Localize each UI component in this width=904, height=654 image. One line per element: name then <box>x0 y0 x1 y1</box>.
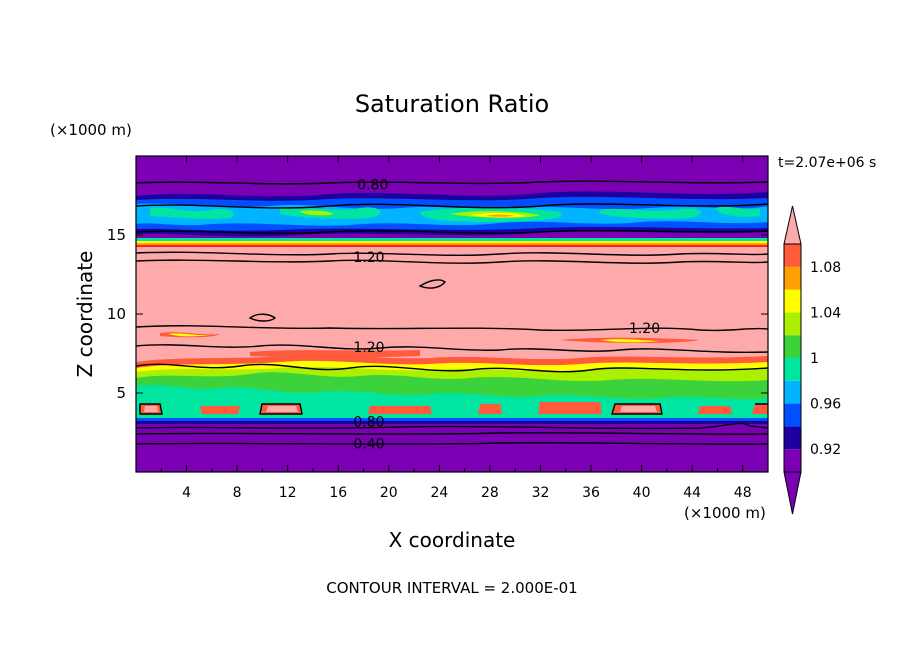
x-tick-label: 12 <box>279 485 297 501</box>
x-axis-ticks: 4 8 12 16 20 24 28 32 36 40 44 48 <box>160 156 752 501</box>
contour-line <box>418 279 446 289</box>
x-tick-label: 44 <box>683 485 701 501</box>
colorbar-segment <box>784 403 801 427</box>
mid-red-streak <box>160 332 700 358</box>
x-tick-label: 16 <box>329 485 347 501</box>
colorbar-frame <box>783 243 802 473</box>
colorbar-label: 0.96 <box>810 397 841 413</box>
cloud-base-blue <box>136 418 768 422</box>
colorbar-label: 1 <box>810 351 819 367</box>
colorbar-under-arrow <box>783 471 802 515</box>
contour-line <box>136 229 768 234</box>
contour-line <box>136 251 768 256</box>
colorbar-segment <box>784 358 801 381</box>
contour-label: 0.40 <box>353 437 384 453</box>
colorbar-label: 1.04 <box>810 305 841 321</box>
z-tick-label: 15 <box>107 226 126 244</box>
z-tick-label: 10 <box>107 305 126 323</box>
contour-label: 0.80 <box>353 414 384 430</box>
time-label: t=2.07e+06 s <box>778 155 876 171</box>
contour-label: 1.20 <box>353 250 384 266</box>
tropopause-red <box>136 245 768 247</box>
contour-line <box>136 344 768 353</box>
contour-label: 1.20 <box>353 340 384 356</box>
chart-title: Saturation Ratio <box>355 90 549 118</box>
contour-line <box>136 432 768 435</box>
colorbar-segment <box>784 312 801 336</box>
colorbar-over-arrow <box>783 205 802 245</box>
tropopause-yellow <box>136 241 768 243</box>
contour-line <box>139 403 768 415</box>
y-axis-label: Z coordinate <box>73 251 97 378</box>
contour-line <box>136 363 768 373</box>
contour-line <box>136 203 768 209</box>
x-unit-label: (×1000 m) <box>684 504 766 522</box>
x-tick-label: 36 <box>582 485 600 501</box>
upper-band-orange <box>485 214 515 217</box>
contour-interval-note: CONTOUR INTERVAL = 2.000E-01 <box>326 579 577 597</box>
colorbar-segment <box>784 380 801 404</box>
contour-field: 0.80 1.20 1.20 1.20 0.80 0.40 <box>136 156 768 472</box>
contour-line <box>136 422 768 430</box>
contour-line <box>136 180 768 185</box>
z-axis-ticks: 5 10 15 <box>107 226 768 402</box>
x-axis-label: X coordinate <box>389 528 516 552</box>
colorbar: 1.08 1.04 1 0.96 0.92 <box>783 205 841 515</box>
contour-labels: 0.80 1.20 1.20 1.20 0.80 0.40 <box>353 177 660 453</box>
x-tick-label: 24 <box>430 485 448 501</box>
tropopause-green <box>136 238 768 242</box>
colorbar-segment <box>784 266 801 290</box>
z-unit-label: (×1000 m) <box>50 121 132 139</box>
contour-lines <box>136 180 768 445</box>
z-tick-label: 5 <box>116 384 126 402</box>
contour-line <box>136 259 768 264</box>
cloud-layer-pink-cells <box>144 406 657 412</box>
colorbar-segment <box>784 244 801 267</box>
colorbar-label: 0.92 <box>810 442 841 458</box>
colorbar-segment <box>784 289 801 313</box>
x-tick-label: 32 <box>532 485 550 501</box>
colorbar-segment <box>784 426 801 450</box>
colorbar-segment <box>784 335 801 358</box>
x-tick-label: 20 <box>380 485 398 501</box>
lower-dry-layer <box>136 424 768 472</box>
x-tick-label: 4 <box>182 485 191 501</box>
contour-label: 0.80 <box>357 177 388 193</box>
contour-line <box>136 325 768 332</box>
x-tick-label: 8 <box>233 485 242 501</box>
colorbar-segment <box>784 449 801 472</box>
x-tick-label: 28 <box>481 485 499 501</box>
colorbar-label: 1.08 <box>810 260 841 276</box>
x-tick-label: 40 <box>633 485 651 501</box>
cloud-base-navy <box>136 421 768 424</box>
contour-line <box>248 313 277 322</box>
x-tick-label: 48 <box>734 485 752 501</box>
tropopause-orange <box>136 243 768 245</box>
contour-line <box>136 442 768 445</box>
contour-label: 1.20 <box>629 321 660 337</box>
